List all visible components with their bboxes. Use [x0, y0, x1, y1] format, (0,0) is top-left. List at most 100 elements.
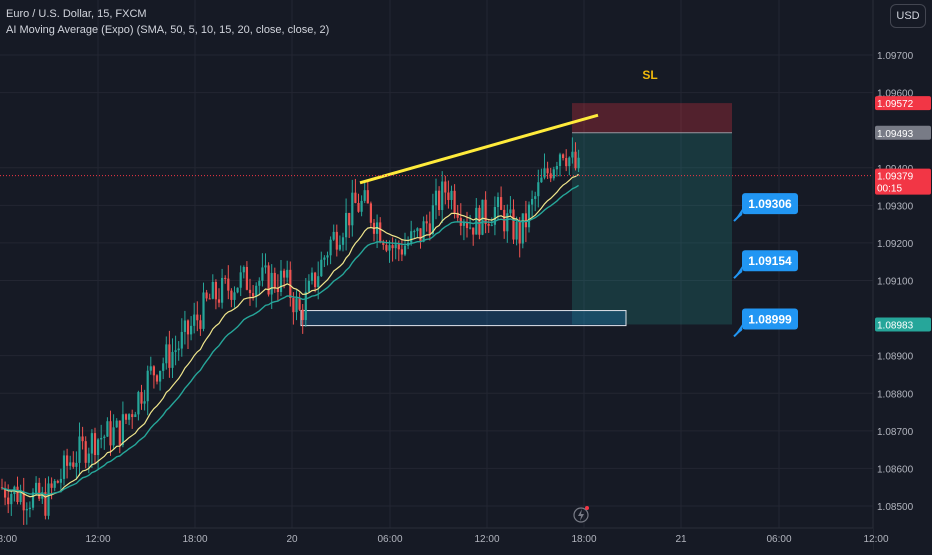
target-callout-2[interactable] — [742, 250, 798, 272]
price-badge-label: 1.08983 — [877, 320, 914, 331]
candle-body — [292, 298, 295, 313]
candle-body — [475, 207, 478, 235]
candle-body — [115, 420, 118, 428]
trendline[interactable] — [359, 113, 599, 185]
candle-body — [59, 478, 62, 483]
candle-body — [72, 462, 75, 467]
candle-body — [512, 209, 515, 240]
time-axis[interactable] — [0, 528, 873, 550]
candle-body — [47, 483, 50, 516]
candle-body — [19, 492, 22, 503]
candle-body — [183, 320, 186, 332]
candle-body — [196, 314, 199, 321]
candle-body — [472, 227, 475, 235]
candle-body — [348, 212, 351, 226]
candle-body — [84, 441, 87, 463]
candle-body — [366, 190, 369, 204]
chart-legend: Euro / U.S. Dollar, 15, FXCM AI Moving A… — [6, 6, 329, 38]
candle-body — [379, 222, 382, 243]
lightning-icon[interactable] — [573, 507, 589, 523]
candle-body — [298, 298, 301, 310]
candle-body — [217, 299, 221, 303]
candle-body — [363, 190, 366, 201]
target-callout-3[interactable] — [742, 308, 798, 330]
target-callout-1[interactable] — [742, 193, 798, 215]
candle-body — [149, 366, 152, 371]
candle-body — [211, 281, 214, 299]
candle-body — [159, 370, 162, 382]
price-tick-label: 1.08700 — [877, 427, 914, 438]
candle-body — [38, 482, 41, 499]
candle-body — [208, 298, 211, 300]
take-profit-zone[interactable] — [572, 132, 732, 325]
candle-body — [360, 200, 363, 212]
candle-body — [410, 231, 413, 243]
candle-body — [270, 272, 273, 295]
candle-body — [221, 277, 224, 303]
candle-body — [224, 277, 227, 279]
candle-body — [537, 182, 540, 197]
price-badge — [875, 96, 931, 111]
candle-body — [531, 198, 534, 205]
candle-body — [121, 414, 124, 446]
candle-body — [320, 259, 323, 277]
time-tick-label: 20 — [286, 534, 298, 545]
candle-body — [93, 433, 97, 456]
candle-body — [112, 427, 115, 446]
candle-body — [317, 276, 320, 288]
candle-body — [391, 245, 394, 249]
candle-body — [546, 168, 549, 174]
candle-body — [44, 492, 47, 516]
stop-loss-zone[interactable] — [572, 103, 732, 133]
ma-fast-line — [1, 173, 579, 498]
candle-body — [56, 481, 59, 483]
candle-body — [214, 281, 217, 300]
candle-body — [335, 231, 338, 250]
candle-body — [239, 272, 242, 288]
candle-body — [165, 344, 168, 364]
currency-button[interactable]: USD — [890, 4, 926, 28]
candle-body — [103, 436, 106, 438]
candle-body — [295, 298, 298, 313]
candle-body — [425, 221, 428, 224]
time-tick-label: 18:00 — [0, 534, 17, 545]
symbol-title[interactable]: Euro / U.S. Dollar, 15, FXCM — [6, 8, 147, 20]
price-badge — [875, 317, 931, 332]
candle-body — [118, 420, 121, 446]
candle-body — [462, 222, 465, 226]
candle-body — [527, 204, 531, 228]
candle-body — [289, 269, 292, 299]
candle-body — [255, 285, 258, 297]
candle-body — [571, 151, 574, 158]
candle-body — [456, 212, 459, 218]
candle-body — [87, 453, 90, 463]
candle-body — [137, 392, 140, 415]
candle-body — [186, 320, 190, 335]
price-badge — [875, 168, 931, 195]
candle-body — [258, 280, 261, 286]
candle-body — [447, 192, 450, 200]
candle-body — [168, 344, 171, 368]
candle-body — [78, 436, 81, 463]
candle-body — [465, 222, 469, 229]
candle-body — [323, 257, 326, 260]
candle-body — [100, 437, 103, 440]
callout-pointer — [733, 327, 743, 338]
candle-body — [22, 492, 25, 511]
candle-body — [314, 272, 317, 288]
candle-body — [304, 291, 307, 321]
price-axis[interactable] — [873, 0, 932, 550]
candle-body — [400, 249, 403, 255]
candle-body — [493, 206, 496, 225]
candle-body — [171, 351, 174, 368]
candle-body — [301, 309, 304, 321]
demand-zone-rect[interactable] — [300, 310, 627, 327]
candle-body — [90, 433, 93, 454]
indicator-title[interactable]: AI Moving Average (Expo) (SMA, 50, 5, 10… — [6, 24, 330, 36]
time-tick-label: 06:00 — [377, 534, 402, 545]
time-tick-label: 21 — [675, 534, 687, 545]
candle-body — [515, 221, 518, 240]
